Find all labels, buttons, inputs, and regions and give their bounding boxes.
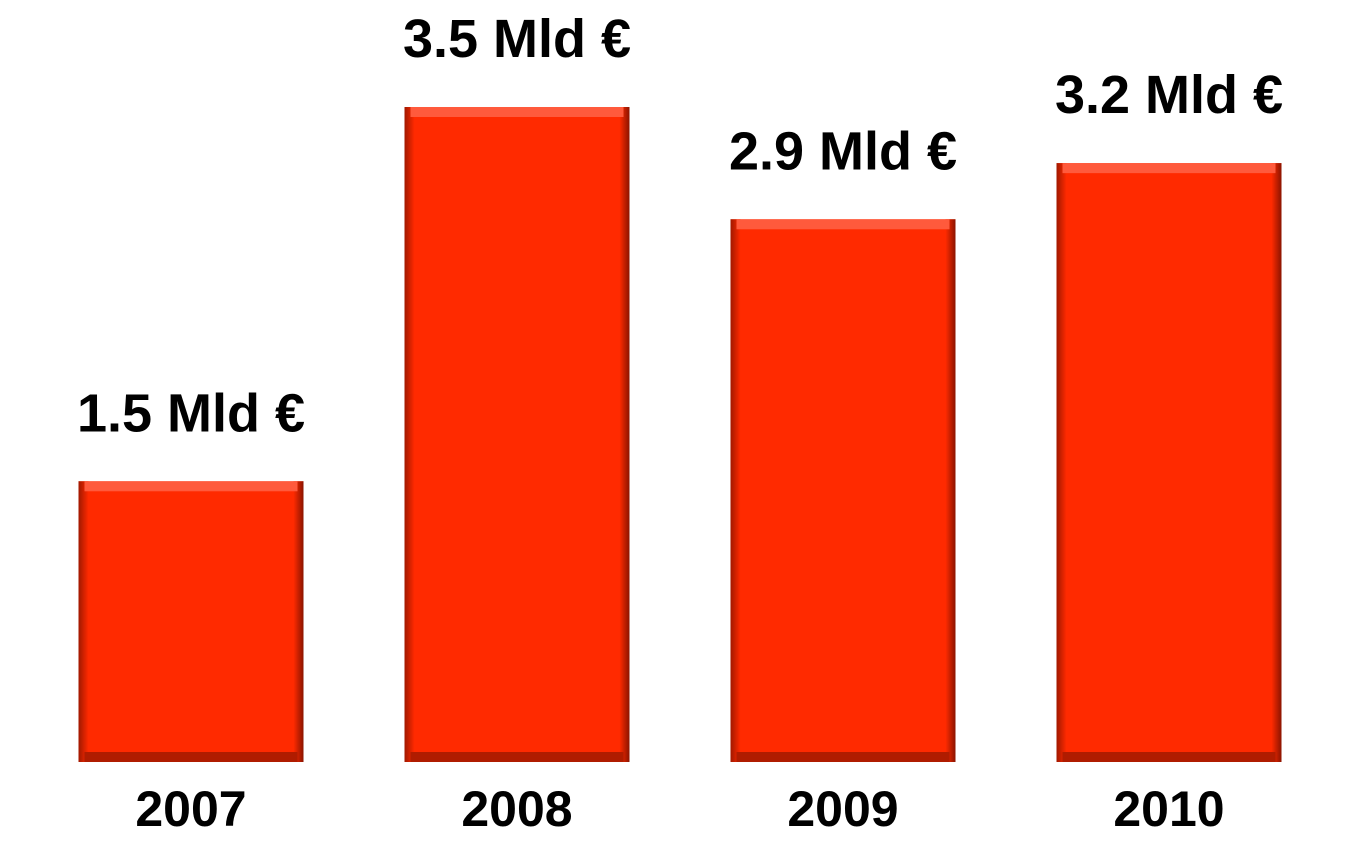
bar-bevel-right	[293, 481, 304, 762]
bar-bevel-bottom	[736, 752, 950, 762]
bar-bevel-right	[1271, 163, 1282, 763]
bar	[404, 107, 630, 762]
value-label: 3.5 Mld €	[403, 9, 631, 69]
bar-bevel-top	[410, 107, 624, 117]
bar	[78, 481, 304, 762]
x-tick-label: 2009	[787, 781, 898, 837]
value-label: 2.9 Mld €	[729, 121, 957, 181]
bar-bevel-bottom	[410, 752, 624, 762]
value-label: 1.5 Mld €	[77, 383, 305, 443]
bar-bevel-top	[736, 219, 950, 230]
bar-bevel-left	[730, 219, 741, 763]
bar-bevel-right	[619, 107, 630, 762]
bar-bevel-left	[404, 107, 415, 762]
x-tick-label: 2007	[135, 781, 246, 837]
x-tick-label: 2010	[1113, 781, 1224, 837]
bar	[1056, 163, 1282, 763]
bar-bevel-top	[1062, 163, 1276, 174]
bar	[730, 219, 956, 763]
bar-bevel-left	[78, 481, 89, 762]
bar-bevel-right	[945, 219, 956, 763]
value-label: 3.2 Mld €	[1055, 65, 1283, 125]
x-tick-label: 2008	[461, 781, 572, 837]
bar-bevel-top	[84, 481, 298, 492]
bar-bevel-bottom	[1062, 752, 1276, 762]
bar-bevel-bottom	[84, 752, 298, 762]
bar-bevel-left	[1056, 163, 1067, 763]
